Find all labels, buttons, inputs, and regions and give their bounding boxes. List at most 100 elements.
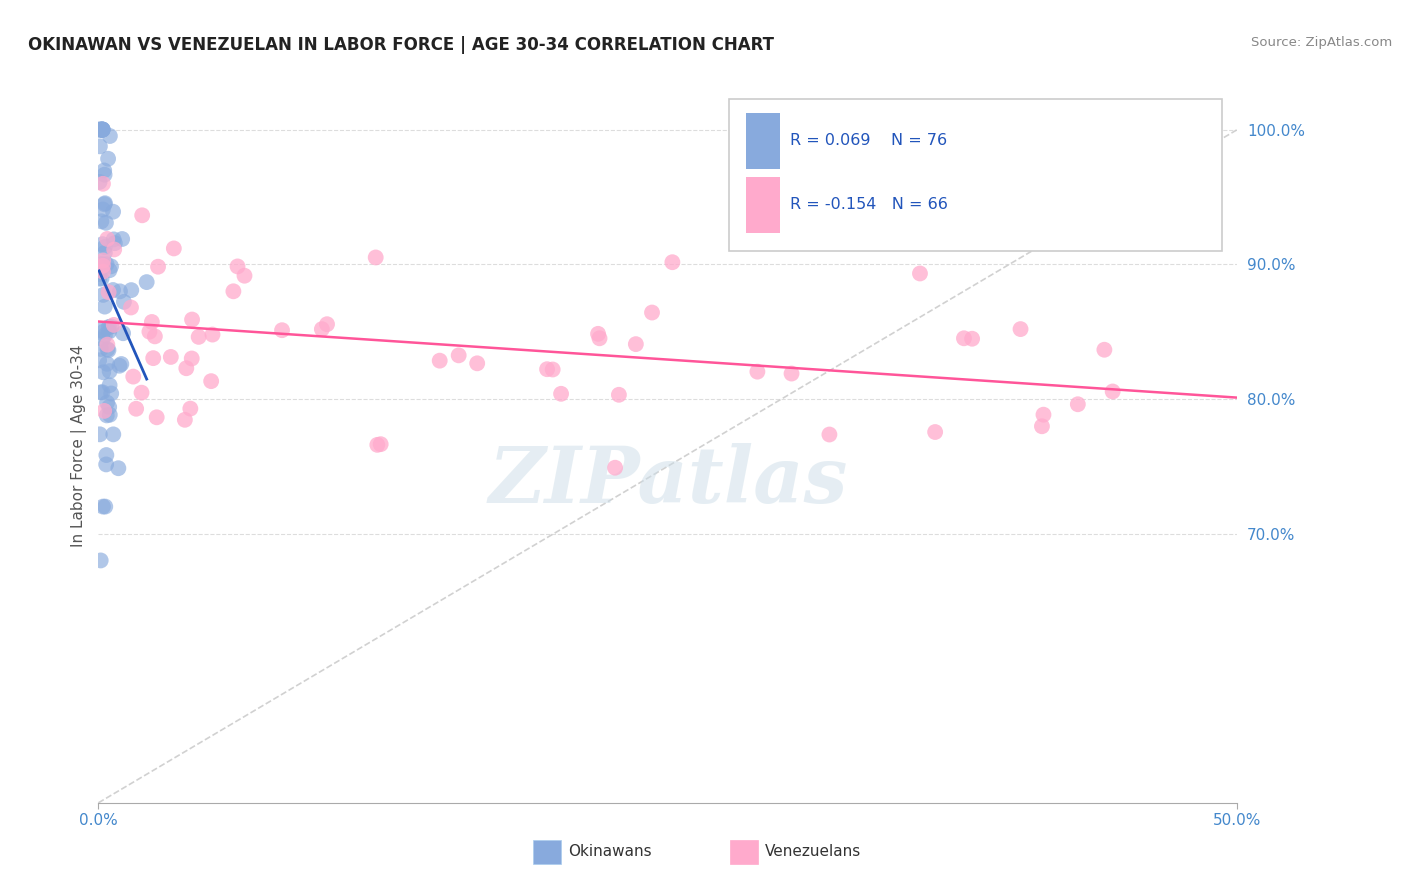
Point xyxy=(145,410,167,425)
Point xyxy=(641,305,664,319)
Point xyxy=(94,328,117,343)
Point xyxy=(91,500,114,514)
Point xyxy=(93,168,115,182)
Point xyxy=(89,122,111,136)
Point xyxy=(98,325,121,339)
Point xyxy=(90,342,112,356)
Point xyxy=(97,152,120,166)
Text: R = -0.154   N = 66: R = -0.154 N = 66 xyxy=(790,197,948,212)
Point xyxy=(90,553,112,567)
Point xyxy=(93,325,115,339)
Point xyxy=(226,260,249,274)
Point xyxy=(90,385,112,400)
Point xyxy=(94,245,117,260)
Text: OKINAWAN VS VENEZUELAN IN LABOR FORCE | AGE 30-34 CORRELATION CHART: OKINAWAN VS VENEZUELAN IN LABOR FORCE | … xyxy=(28,36,775,54)
Point xyxy=(94,500,117,514)
Point xyxy=(173,413,195,427)
Point xyxy=(90,323,112,337)
Point xyxy=(89,122,111,136)
Point xyxy=(143,329,166,343)
Point xyxy=(101,283,124,297)
Point xyxy=(93,404,115,418)
Point xyxy=(624,337,647,351)
Point xyxy=(125,401,148,416)
Point xyxy=(98,263,121,277)
Point xyxy=(97,343,120,358)
Point xyxy=(90,271,112,285)
Point xyxy=(91,253,114,268)
Point xyxy=(91,122,114,136)
Point xyxy=(104,236,127,251)
Point xyxy=(89,271,111,285)
Point xyxy=(607,388,630,402)
Point xyxy=(364,251,387,265)
Point xyxy=(101,204,124,219)
Point xyxy=(89,139,111,153)
Point xyxy=(98,364,121,378)
Point xyxy=(96,357,118,371)
Point xyxy=(89,427,111,442)
Point xyxy=(131,208,153,222)
Point xyxy=(201,327,224,342)
Point xyxy=(96,257,118,271)
Point xyxy=(90,214,112,228)
Point xyxy=(1010,322,1032,336)
Point xyxy=(107,461,129,475)
Point xyxy=(187,330,209,344)
Point xyxy=(1101,384,1123,399)
Point xyxy=(94,196,117,211)
Point xyxy=(661,255,683,269)
Point xyxy=(90,257,112,271)
Point xyxy=(96,458,118,472)
Point xyxy=(93,163,115,178)
Point xyxy=(98,408,121,422)
Point xyxy=(536,362,558,376)
Point xyxy=(87,353,110,368)
Point xyxy=(586,326,609,341)
Point xyxy=(135,275,157,289)
Point xyxy=(98,128,121,143)
Point xyxy=(588,331,610,345)
Point xyxy=(96,395,118,409)
Point xyxy=(111,232,134,246)
Point xyxy=(91,237,114,252)
Point xyxy=(163,242,186,256)
Point xyxy=(233,268,256,283)
Point xyxy=(103,318,125,332)
Point xyxy=(89,175,111,189)
Point xyxy=(200,374,222,388)
Point xyxy=(146,260,169,274)
Point xyxy=(96,232,118,246)
Point xyxy=(960,332,983,346)
Point xyxy=(181,312,204,326)
Point xyxy=(159,350,181,364)
Point xyxy=(91,122,114,136)
Point xyxy=(100,319,122,334)
Point xyxy=(96,343,118,357)
Point xyxy=(603,460,626,475)
Point xyxy=(1092,343,1115,357)
Point xyxy=(91,202,114,217)
Point xyxy=(747,365,769,379)
Point xyxy=(908,267,931,281)
Point xyxy=(108,359,131,373)
Point xyxy=(91,365,114,379)
Point xyxy=(91,259,114,273)
Point xyxy=(120,283,142,297)
Point xyxy=(89,122,111,136)
Point xyxy=(780,367,803,381)
Point xyxy=(141,315,163,329)
Point xyxy=(142,351,165,366)
Point xyxy=(91,177,114,191)
Point xyxy=(103,232,125,246)
Point xyxy=(311,322,333,336)
Point xyxy=(90,122,112,136)
Point xyxy=(91,122,114,136)
Point xyxy=(96,337,118,351)
Point xyxy=(1032,408,1054,422)
Point xyxy=(366,438,388,452)
Point xyxy=(370,437,392,451)
Point xyxy=(91,122,114,136)
Point xyxy=(122,369,145,384)
Point xyxy=(98,400,121,414)
